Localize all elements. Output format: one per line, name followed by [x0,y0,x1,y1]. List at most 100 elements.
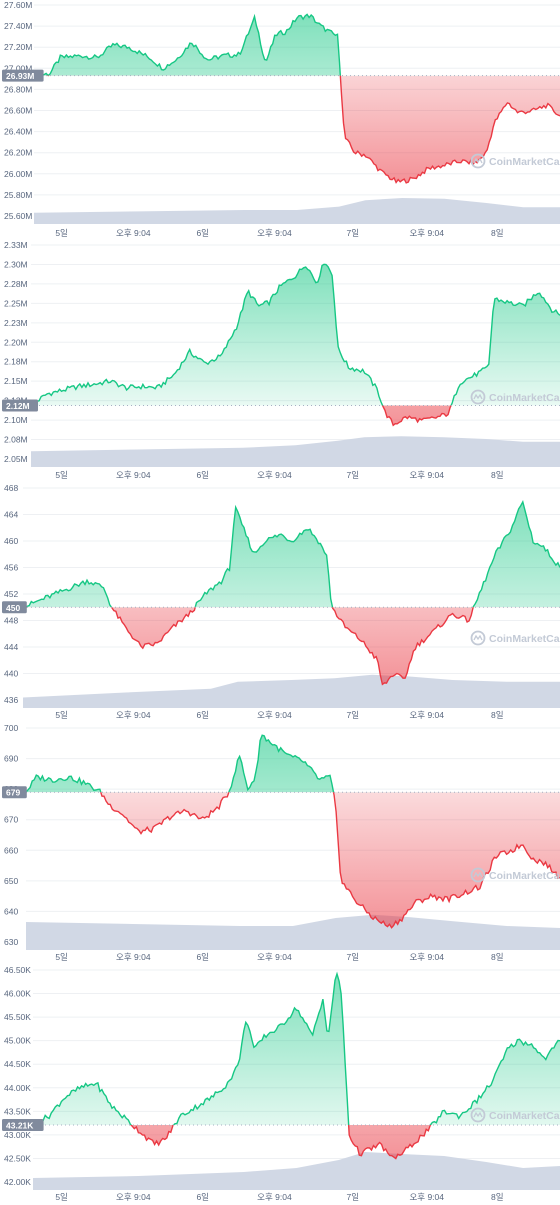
y-tick-label: 26.40M [4,127,32,137]
x-tick-label: 오후 9:04 [409,470,444,480]
volume-area [23,674,560,708]
current-price-badge [2,1118,44,1131]
y-tick-label: 456 [4,563,18,573]
price-area-up [26,501,560,608]
y-tick-label: 2.25M [4,298,28,308]
y-tick-label: 45.50K [4,1012,31,1022]
y-tick-label: 2.28M [4,279,28,289]
y-tick-label: 448 [4,616,18,626]
y-tick-label: 2.05M [4,454,28,464]
price-line-up [25,734,335,793]
y-tick-label: 436 [4,695,18,705]
y-tick-label: 45.00K [4,1036,31,1046]
y-tick-label: 468 [4,483,18,493]
coinmarketcap-logo: CoinMarketCap [470,153,560,169]
current-price-badge [2,69,44,82]
x-tick-label: 오후 9:04 [116,228,151,238]
x-tick-label: 오후 9:04 [116,470,151,480]
y-tick-label: 700 [4,723,18,733]
x-tick-label: 7일 [347,952,360,962]
price-area-down [31,405,560,426]
x-tick-label: 오후 9:04 [409,228,444,238]
y-tick-label: 43.50K [4,1106,31,1116]
y-tick-label: 690 [4,754,18,764]
x-tick-label: 8일 [491,470,504,480]
y-tick-label: 640 [4,906,18,916]
y-tick-label: 44.00K [4,1083,31,1093]
current-price-label: 43.21K [6,1120,34,1130]
y-tick-label: 440 [4,669,18,679]
y-tick-label: 2.08M [4,435,28,445]
price-area-up [26,735,334,793]
x-tick-label: 오후 9:04 [409,710,444,720]
x-tick-label: 6일 [196,952,209,962]
coinmarketcap-logo: CoinMarketCap [470,389,560,405]
chart-4: 700690680670660650640630679CoinMarketCap… [2,723,560,962]
price-line-up [23,499,560,608]
price-line-up [32,971,560,1125]
current-price-badge [2,399,38,412]
x-tick-label: 8일 [491,1192,504,1202]
y-tick-label: 26.60M [4,106,32,116]
y-tick-label: 670 [4,815,18,825]
y-tick-label: 44.50K [4,1059,31,1069]
x-tick-label: 7일 [347,228,360,238]
x-tick-label: 오후 9:04 [257,952,292,962]
svg-text:CoinMarketCap: CoinMarketCap [489,1110,560,1122]
y-tick-label: 25.60M [4,211,32,221]
y-tick-label: 25.80M [4,190,32,200]
x-tick-label: 오후 9:04 [116,952,151,962]
x-tick-label: 6일 [196,228,209,238]
y-tick-label: 660 [4,845,18,855]
price-area-up [31,264,560,406]
x-tick-label: 6일 [196,470,209,480]
y-tick-label: 2.30M [4,259,28,269]
y-tick-label: 464 [4,510,18,520]
x-tick-label: 7일 [347,470,360,480]
x-tick-label: 오후 9:04 [257,228,292,238]
y-tick-label: 2.15M [4,376,28,386]
y-tick-label: 2.20M [4,337,28,347]
y-tick-label: 26.20M [4,148,32,158]
y-tick-label: 27.20M [4,42,32,52]
current-price-label: 450 [6,603,20,613]
y-tick-label: 444 [4,642,18,652]
price-area-down [26,792,560,928]
y-tick-label: 42.00K [4,1177,31,1187]
y-tick-label: 26.80M [4,84,32,94]
y-tick-label: 46.00K [4,989,31,999]
x-tick-label: 6일 [196,1192,209,1202]
price-line-down [22,607,474,686]
current-price-label: 2.12M [6,401,30,411]
price-area-down [34,75,560,183]
y-tick-label: 630 [4,937,18,947]
x-tick-label: 7일 [347,710,360,720]
price-area-down [23,607,560,685]
price-area-up [34,14,341,76]
x-tick-label: 5일 [55,952,68,962]
x-tick-label: 5일 [55,470,68,480]
current-price-badge [2,601,27,614]
current-price-label: 26.93M [6,71,34,81]
price-area-up [33,973,560,1125]
svg-text:CoinMarketCap: CoinMarketCap [489,870,560,882]
svg-text:CoinMarketCap: CoinMarketCap [489,633,560,645]
x-tick-label: 오후 9:04 [116,1192,151,1202]
volume-area [26,914,560,950]
x-tick-label: 5일 [55,1192,68,1202]
x-tick-label: 오후 9:04 [116,710,151,720]
chart-3: 468 464 460 456 452 448 444 440 436 450 CoinMarket… [2,483,560,720]
y-tick-label: 27.00M [4,63,32,73]
y-tick-label: 2.10M [4,415,28,425]
x-tick-label: 6일 [196,710,209,720]
volume-area [31,436,560,467]
y-tick-label: 43.00K [4,1130,31,1140]
price-area-down [33,1124,560,1159]
x-tick-label: 오후 9:04 [409,952,444,962]
y-tick-label: 27.60M [4,0,32,10]
volume-area [34,198,560,224]
x-tick-label: 오후 9:04 [257,710,292,720]
x-tick-label: 오후 9:04 [257,1192,292,1202]
x-tick-label: 8일 [491,228,504,238]
